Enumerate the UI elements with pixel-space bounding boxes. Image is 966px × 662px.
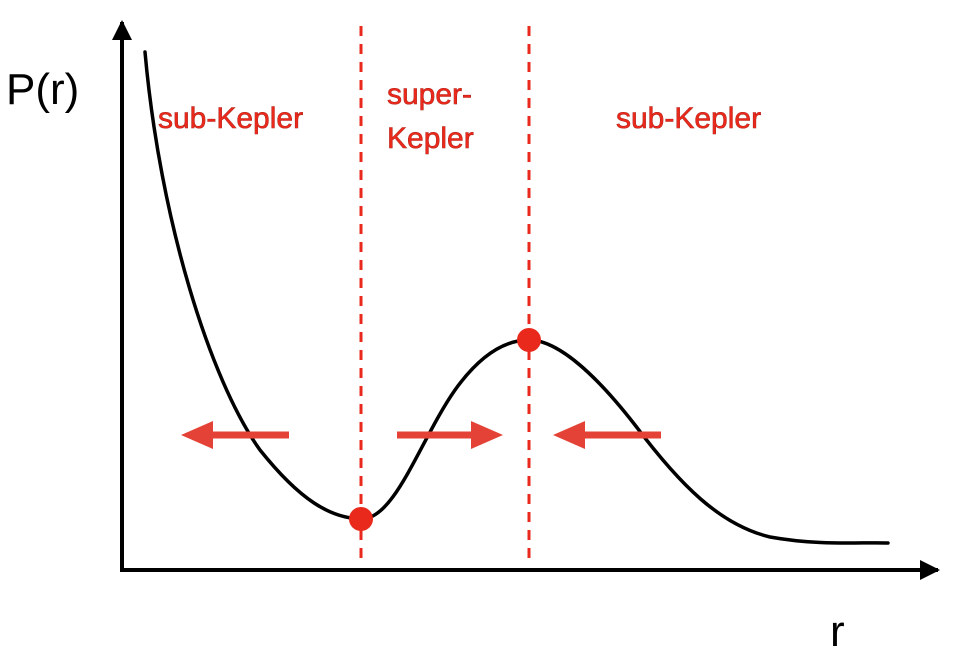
arrow-left-inner: [553, 421, 661, 449]
region-label-outer: sub-Kepler: [616, 102, 761, 135]
pressure-curve: [143, 50, 890, 545]
pressure-maximum-dot: [517, 328, 541, 352]
pressure-minimum-dot: [349, 507, 373, 531]
region-label-middle-line2: Kepler: [387, 122, 474, 155]
x-axis-label: r: [830, 607, 845, 656]
region-label-inner: sub-Kepler: [158, 102, 303, 135]
arrow-left-outer: [181, 421, 289, 449]
y-axis-label: P(r): [6, 65, 79, 114]
arrow-right-middle: [397, 421, 503, 449]
region-label-middle-line1: super-: [387, 78, 472, 111]
